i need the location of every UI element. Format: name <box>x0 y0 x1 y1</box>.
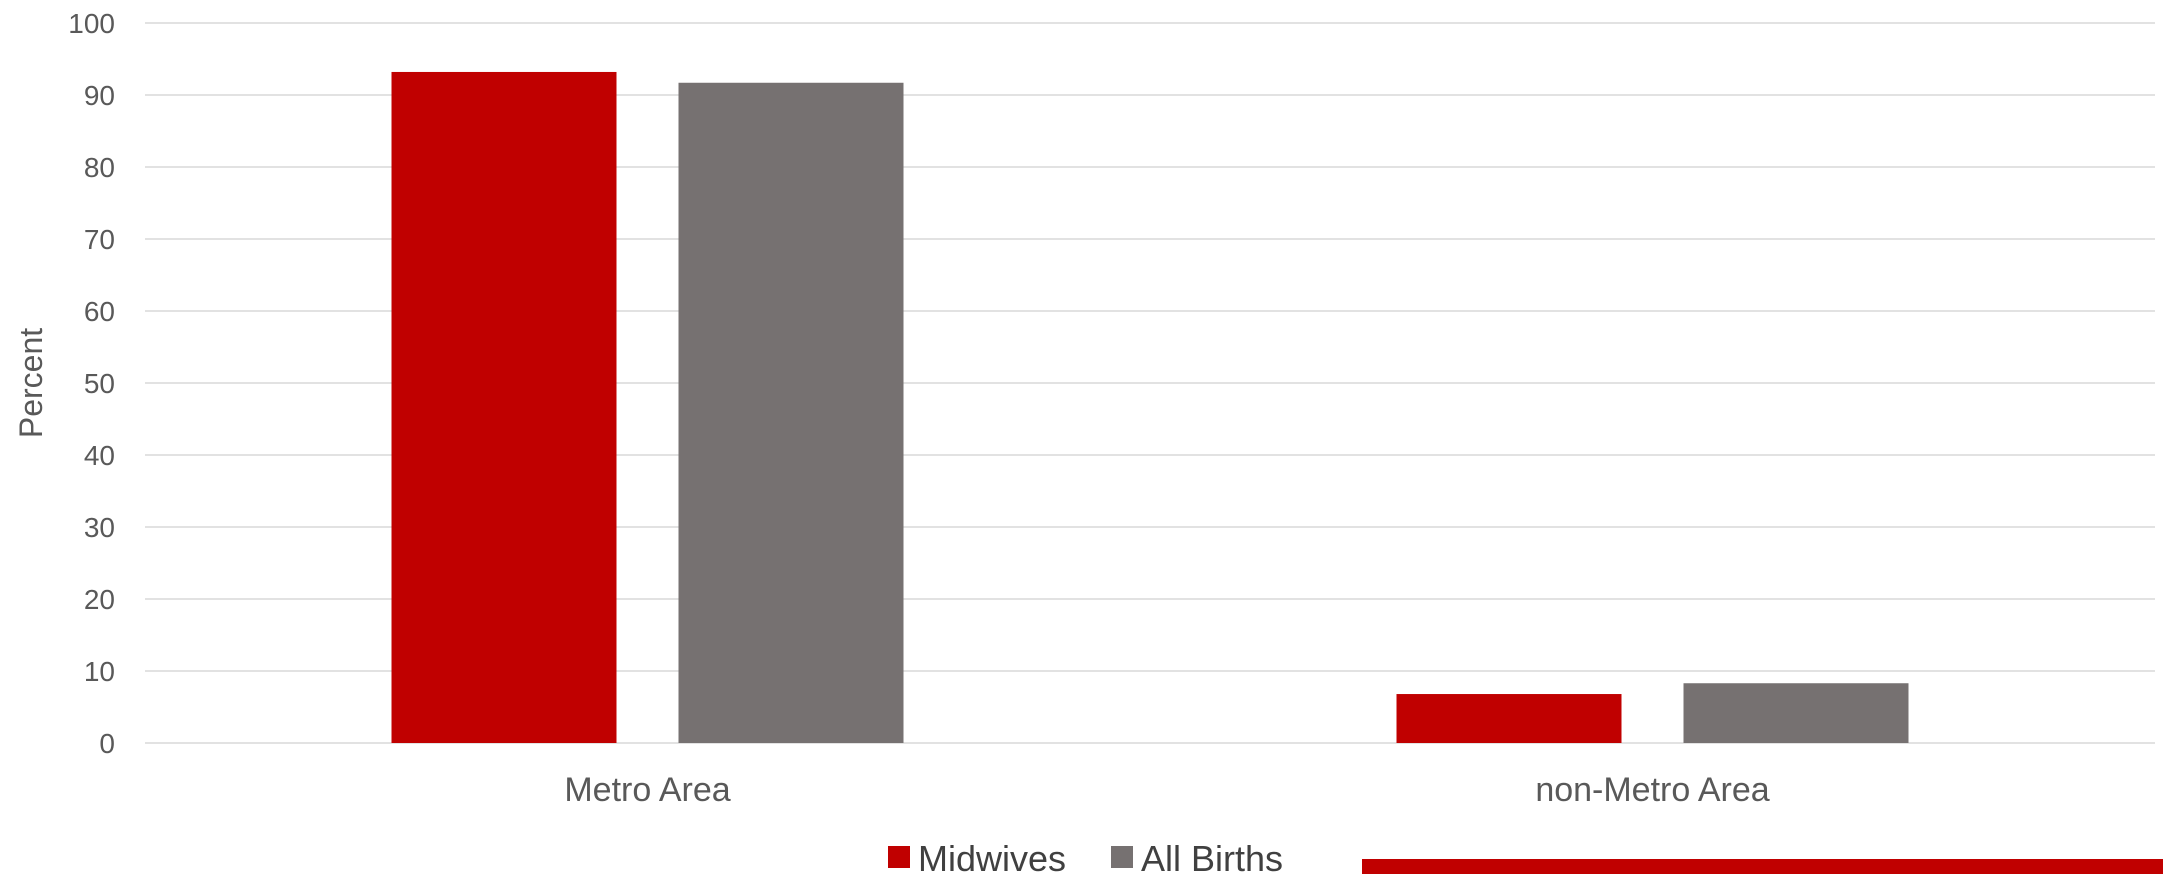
y-tick-label-40: 40 <box>84 440 115 471</box>
y-tick-label-80: 80 <box>84 152 115 183</box>
y-tick-label-10: 10 <box>84 656 115 687</box>
bar-all-births-metro-area <box>678 82 904 743</box>
y-tick-label-90: 90 <box>84 80 115 111</box>
accent-bar <box>1362 859 2163 874</box>
bars <box>391 71 1909 743</box>
bar-midwives-metro-area <box>391 71 617 743</box>
x-category-label: non-Metro Area <box>1535 771 1769 809</box>
y-axis-title: Percent <box>13 328 49 438</box>
y-tick-label-60: 60 <box>84 296 115 327</box>
y-tick-label-0: 0 <box>99 728 115 759</box>
y-tick-label-20: 20 <box>84 584 115 615</box>
bar-midwives-non-metro-area <box>1396 694 1622 743</box>
bar-all-births-non-metro-area <box>1683 683 1909 743</box>
y-axis-ticks: 0 10 20 30 40 50 60 70 80 90 100 <box>68 8 115 759</box>
legend-label-all-births: All Births <box>1141 838 1283 874</box>
y-tick-label-100: 100 <box>68 8 115 39</box>
x-category-label: Metro Area <box>564 771 730 809</box>
legend-swatch-all-births <box>1111 846 1133 868</box>
legend: Midwives All Births <box>888 838 1283 874</box>
legend-swatch-midwives <box>888 846 910 868</box>
y-tick-label-70: 70 <box>84 224 115 255</box>
y-tick-label-50: 50 <box>84 368 115 399</box>
y-tick-label-30: 30 <box>84 512 115 543</box>
x-axis-categories: Metro Area non-Metro Area <box>564 771 1769 809</box>
legend-label-midwives: Midwives <box>918 838 1066 874</box>
